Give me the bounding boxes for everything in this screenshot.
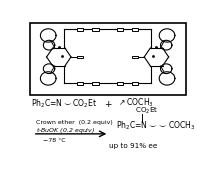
Bar	[29, 23, 186, 95]
Text: Ph$_2$C=N$\smile$$\smile$COCH$_3$: Ph$_2$C=N$\smile$$\smile$COCH$_3$	[116, 120, 195, 132]
Bar	[77, 56, 83, 58]
Bar	[77, 82, 83, 85]
Bar	[77, 28, 83, 31]
Bar	[92, 82, 99, 85]
Text: CO$_2$Et: CO$_2$Et	[135, 106, 159, 116]
Text: Crown ether  (0.2 equiv): Crown ether (0.2 equiv)	[36, 120, 113, 125]
Text: $t$-BuOK (0.2 equiv): $t$-BuOK (0.2 equiv)	[36, 126, 95, 135]
Text: $\nearrow$COCH$_3$: $\nearrow$COCH$_3$	[117, 96, 154, 109]
Text: −78 °C: −78 °C	[43, 138, 65, 143]
Bar	[132, 28, 138, 31]
Bar	[117, 28, 123, 31]
Text: Ph$_2$C=N$\smile$CO$_2$Et: Ph$_2$C=N$\smile$CO$_2$Et	[31, 98, 97, 110]
Text: $+$: $+$	[104, 99, 113, 109]
Bar	[92, 28, 99, 31]
Bar	[117, 82, 123, 85]
Bar	[132, 56, 138, 58]
Text: up to 91% ee: up to 91% ee	[109, 143, 158, 149]
Bar	[132, 82, 138, 85]
